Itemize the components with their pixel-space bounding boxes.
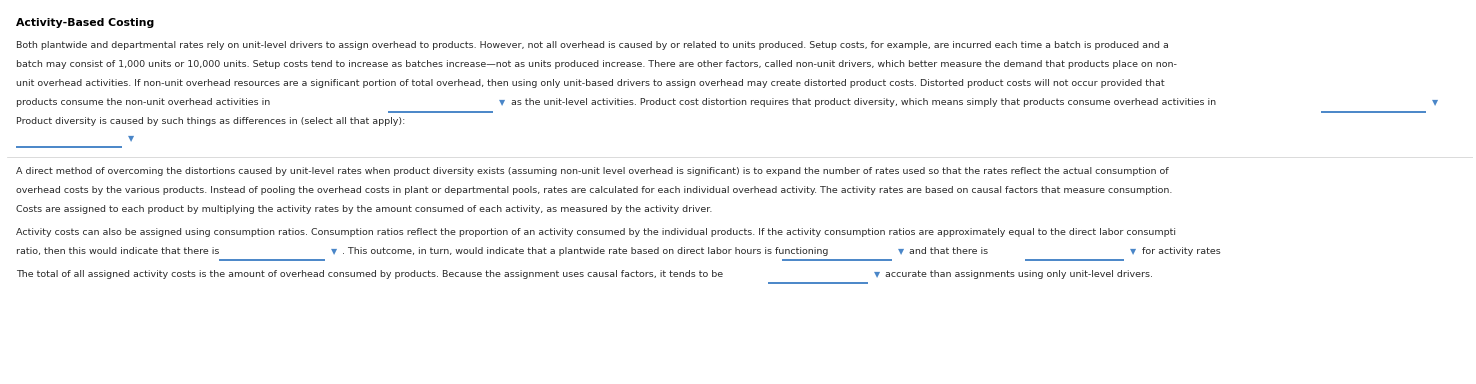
Text: ▼: ▼ xyxy=(897,247,903,256)
Text: The total of all assigned activity costs is the amount of overhead consumed by p: The total of all assigned activity costs… xyxy=(16,270,723,279)
Text: ▼: ▼ xyxy=(874,270,880,279)
Text: for activity rates: for activity rates xyxy=(1142,247,1221,256)
Text: ratio, then this would indicate that there is: ratio, then this would indicate that the… xyxy=(16,247,220,256)
Text: . This outcome, in turn, would indicate that a plantwide rate based on direct la: . This outcome, in turn, would indicate … xyxy=(342,247,828,256)
Text: ▼: ▼ xyxy=(331,247,337,256)
Text: ▼: ▼ xyxy=(499,98,505,108)
Text: as the unit-level activities. Product cost distortion requires that product dive: as the unit-level activities. Product co… xyxy=(511,98,1216,107)
Text: accurate than assignments using only unit-level drivers.: accurate than assignments using only uni… xyxy=(886,270,1153,279)
Text: ▼: ▼ xyxy=(127,134,134,142)
Text: unit overhead activities. If non-unit overhead resources are a significant porti: unit overhead activities. If non-unit ov… xyxy=(16,79,1165,88)
Text: and that there is: and that there is xyxy=(909,247,989,256)
Text: A direct method of overcoming the distortions caused by unit-level rates when pr: A direct method of overcoming the distor… xyxy=(16,167,1169,175)
Text: Activity-Based Costing: Activity-Based Costing xyxy=(16,18,155,28)
Text: ▼: ▼ xyxy=(1131,247,1137,256)
Text: batch may consist of 1,000 units or 10,000 units. Setup costs tend to increase a: batch may consist of 1,000 units or 10,0… xyxy=(16,60,1176,69)
Text: Activity costs can also be assigned using consumption ratios. Consumption ratios: Activity costs can also be assigned usin… xyxy=(16,228,1176,237)
Text: ▼: ▼ xyxy=(1432,98,1438,108)
Text: Costs are assigned to each product by multiplying the activity rates by the amou: Costs are assigned to each product by mu… xyxy=(16,205,713,214)
Text: products consume the non-unit overhead activities in: products consume the non-unit overhead a… xyxy=(16,98,270,107)
Text: Product diversity is caused by such things as differences in (select all that ap: Product diversity is caused by such thin… xyxy=(16,117,406,126)
Text: Both plantwide and departmental rates rely on unit-level drivers to assign overh: Both plantwide and departmental rates re… xyxy=(16,41,1169,50)
Text: overhead costs by the various products. Instead of pooling the overhead costs in: overhead costs by the various products. … xyxy=(16,186,1172,195)
